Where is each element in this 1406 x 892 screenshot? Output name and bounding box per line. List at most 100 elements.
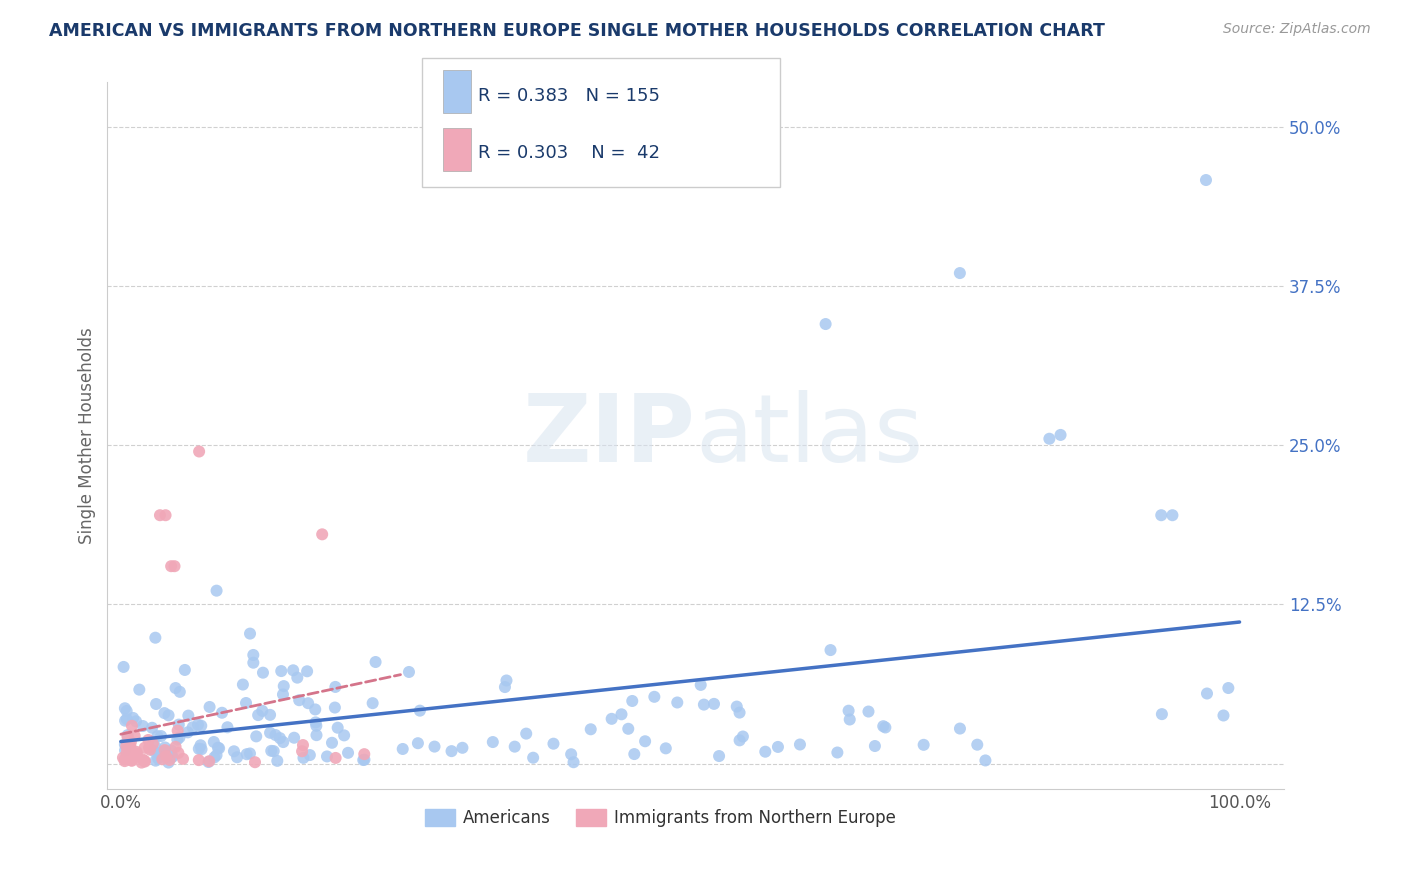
Point xyxy=(204,750,226,764)
Point xyxy=(269,731,291,745)
Point xyxy=(187,741,209,756)
Point xyxy=(173,663,195,677)
Point xyxy=(134,755,156,769)
Point xyxy=(482,735,505,749)
Text: Source: ZipAtlas.com: Source: ZipAtlas.com xyxy=(1223,22,1371,37)
Point xyxy=(153,706,176,720)
Point xyxy=(966,738,988,752)
Point xyxy=(157,756,180,770)
Point xyxy=(169,731,191,745)
Point xyxy=(789,738,811,752)
Point xyxy=(232,677,254,691)
Point xyxy=(495,673,517,688)
Point xyxy=(266,754,288,768)
Point xyxy=(634,734,657,748)
Point xyxy=(562,756,585,770)
Point xyxy=(391,742,413,756)
Point xyxy=(114,752,136,766)
Point xyxy=(153,743,176,757)
Point xyxy=(187,753,209,767)
Point xyxy=(451,740,474,755)
Point xyxy=(172,752,194,766)
Point xyxy=(114,754,136,768)
Point xyxy=(1049,428,1071,442)
Point xyxy=(912,738,935,752)
Point xyxy=(423,739,446,754)
Point xyxy=(190,739,212,753)
Point xyxy=(820,643,842,657)
Point xyxy=(160,743,183,757)
Point xyxy=(333,728,356,742)
Point xyxy=(187,717,209,731)
Point xyxy=(875,721,897,735)
Point xyxy=(139,743,162,757)
Point xyxy=(305,728,328,742)
Point xyxy=(120,739,142,754)
Point xyxy=(827,746,849,760)
Point xyxy=(325,680,347,694)
Point xyxy=(728,733,751,747)
Point xyxy=(150,752,173,766)
Point xyxy=(235,747,257,762)
Point xyxy=(125,745,148,759)
Point xyxy=(271,688,294,702)
Point xyxy=(766,739,789,754)
Point xyxy=(120,753,142,767)
Point xyxy=(157,750,180,764)
Point xyxy=(271,735,294,749)
Point xyxy=(149,508,172,523)
Point xyxy=(1212,708,1234,723)
Point xyxy=(298,747,321,762)
Text: ZIP: ZIP xyxy=(523,390,696,482)
Point xyxy=(252,704,274,718)
Point xyxy=(361,696,384,710)
Point xyxy=(814,317,837,331)
Point xyxy=(162,749,184,764)
Point xyxy=(617,722,640,736)
Point xyxy=(352,753,374,767)
Point xyxy=(974,754,997,768)
Point xyxy=(863,739,886,753)
Point xyxy=(494,680,516,694)
Point xyxy=(949,266,972,280)
Text: R = 0.303    N =  42: R = 0.303 N = 42 xyxy=(478,144,659,161)
Point xyxy=(305,719,328,733)
Point xyxy=(146,729,169,743)
Point xyxy=(1195,686,1218,700)
Point xyxy=(1150,508,1173,523)
Point xyxy=(145,754,167,768)
Point xyxy=(141,721,163,735)
Point xyxy=(121,754,143,768)
Point xyxy=(291,744,314,758)
Point xyxy=(190,742,212,756)
Point xyxy=(259,726,281,740)
Point xyxy=(325,751,347,765)
Point xyxy=(235,696,257,710)
Point xyxy=(177,708,200,723)
Point xyxy=(297,696,319,710)
Point xyxy=(291,738,314,752)
Point xyxy=(409,704,432,718)
Text: R = 0.383   N = 155: R = 0.383 N = 155 xyxy=(478,87,659,105)
Point xyxy=(260,744,283,758)
Point xyxy=(134,754,156,768)
Point xyxy=(205,583,228,598)
Point xyxy=(150,729,173,743)
Point xyxy=(242,648,264,662)
Point xyxy=(181,720,204,734)
Point xyxy=(155,508,177,523)
Point xyxy=(217,720,239,734)
Point xyxy=(115,739,138,753)
Point xyxy=(1150,707,1173,722)
Point xyxy=(872,719,894,733)
Point xyxy=(364,655,387,669)
Point xyxy=(165,739,187,754)
Point xyxy=(143,631,166,645)
Point xyxy=(125,714,148,729)
Point xyxy=(160,559,183,574)
Point xyxy=(643,690,665,704)
Point xyxy=(242,656,264,670)
Point xyxy=(143,739,166,753)
Point xyxy=(1195,173,1218,187)
Point xyxy=(115,704,138,718)
